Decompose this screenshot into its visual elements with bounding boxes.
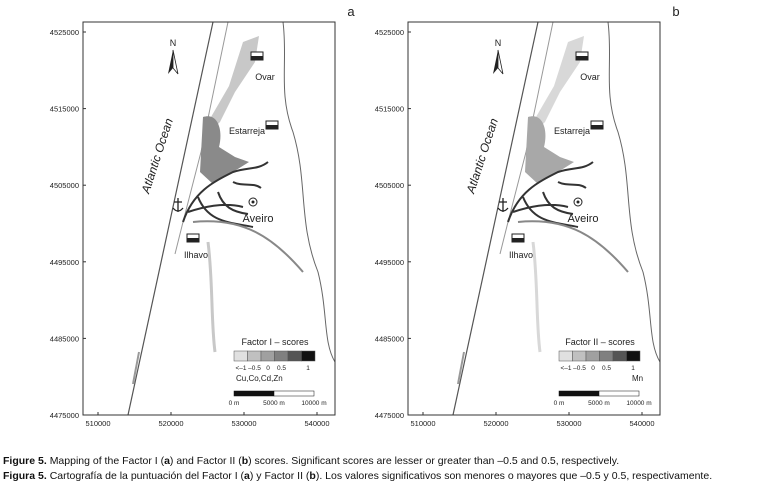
- ocean-label: Atlantic Ocean: [138, 116, 176, 196]
- scale-label: 10000 m: [301, 400, 326, 407]
- legend-tick-label: 0: [591, 365, 595, 372]
- scale-bar: [233, 390, 275, 397]
- scale-bar: [558, 390, 600, 397]
- place-label: Aveiro: [568, 213, 599, 225]
- caption-text: Mapping of the Factor I (: [49, 455, 165, 467]
- caption-text: ) y Factor II (: [249, 470, 310, 482]
- scale-bar: [273, 390, 315, 397]
- map-panel: a 4525000 4515000 4505000 4495000 4485000 4475…: [50, 4, 356, 428]
- legend-title: Factor I – scores: [241, 337, 309, 347]
- legend-tick-label: 0.5: [602, 365, 611, 372]
- caption-text: Cartografía de la puntuación del Factor …: [49, 470, 245, 482]
- caption-text: b: [241, 455, 249, 467]
- x-tick-label: 520000: [158, 419, 183, 428]
- caption-text: ). Los valores significativos son menore…: [315, 470, 713, 482]
- legend-swatch: [301, 350, 316, 362]
- place-label: Estarreja: [229, 126, 265, 136]
- frame: [82, 21, 336, 416]
- north-label: N: [170, 38, 177, 48]
- x-tick-label: 510000: [410, 419, 435, 428]
- scale-label: 0 m: [554, 400, 565, 407]
- scale-label: 0 m: [229, 400, 240, 407]
- caption-text: a: [164, 455, 170, 467]
- scale-label: 5000 m: [588, 400, 610, 407]
- legend-variables: Cu,Co,Cd,Zn: [236, 374, 283, 383]
- ocean-label: Atlantic Ocean: [463, 116, 501, 196]
- place-label: Ovar: [255, 72, 275, 82]
- place-label: Aveiro: [243, 213, 274, 225]
- place-label: Estarreja: [554, 126, 590, 136]
- legend-swatch: [612, 350, 627, 362]
- legend-swatch: [626, 350, 641, 362]
- y-tick-label: 4525000: [375, 28, 404, 37]
- y-tick-label: 4505000: [50, 181, 79, 190]
- panel-label: b: [672, 4, 679, 19]
- legend-tick-label: –0.5: [248, 365, 261, 372]
- panel-label: a: [347, 4, 355, 19]
- legend-swatch: [274, 350, 289, 362]
- caption-es: Figura 5. Cartografía de la puntuación d…: [3, 470, 712, 482]
- legend-variables: Mn: [632, 374, 643, 383]
- legend-swatch: [558, 350, 573, 362]
- legend-tick-label: <–1: [235, 365, 246, 372]
- x-tick-label: 510000: [85, 419, 110, 428]
- scale-label: 5000 m: [263, 400, 285, 407]
- legend-tick-label: 1: [631, 365, 635, 372]
- figure: a 4525000 4515000 4505000 4495000 4485000 4475…: [50, 4, 680, 428]
- legend-tick-label: 0: [266, 365, 270, 372]
- legend-tick-label: <–1: [560, 365, 571, 372]
- legend-swatch: [233, 350, 248, 362]
- map-panel: b 4525000 4515000 4505000 4495000 4485000 4475…: [375, 4, 680, 428]
- north-label: N: [495, 38, 502, 48]
- y-tick-label: 4475000: [375, 411, 404, 420]
- caption-text: a: [244, 470, 250, 482]
- y-tick-label: 4495000: [50, 258, 79, 267]
- y-tick-label: 4505000: [375, 181, 404, 190]
- legend-swatch: [572, 350, 587, 362]
- x-tick-label: 540000: [304, 419, 329, 428]
- legend-swatch: [287, 350, 302, 362]
- legend-tick-label: 1: [306, 365, 310, 372]
- legend-tick-label: 0.5: [277, 365, 286, 372]
- caption-label: Figure 5.: [3, 455, 47, 467]
- y-tick-label: 4495000: [375, 258, 404, 267]
- legend-title: Factor II – scores: [565, 337, 635, 347]
- y-tick-label: 4485000: [375, 334, 404, 343]
- caption-text: b: [309, 470, 316, 482]
- scale-label: 10000 m: [626, 400, 651, 407]
- frame: [407, 21, 661, 416]
- place-label: Ilhavo: [184, 250, 208, 260]
- place-label: Ilhavo: [509, 250, 533, 260]
- y-tick-label: 4515000: [375, 105, 404, 114]
- x-tick-label: 520000: [483, 419, 508, 428]
- y-tick-label: 4475000: [50, 411, 79, 420]
- legend-swatch: [585, 350, 600, 362]
- scale-bar: [598, 390, 640, 397]
- legend-swatch: [599, 350, 614, 362]
- caption-text: ) scores. Significant scores are lesser …: [248, 455, 620, 467]
- legend-swatch: [247, 350, 262, 362]
- legend-tick-label: –0.5: [573, 365, 586, 372]
- caption-text: ) and Factor II (: [169, 455, 242, 467]
- x-tick-label: 530000: [231, 419, 256, 428]
- x-tick-label: 530000: [556, 419, 581, 428]
- place-label: Ovar: [580, 72, 600, 82]
- legend-swatch: [260, 350, 275, 362]
- y-tick-label: 4525000: [50, 28, 79, 37]
- y-tick-label: 4485000: [50, 334, 79, 343]
- y-tick-label: 4515000: [50, 105, 79, 114]
- caption-en: Figure 5. Mapping of the Factor I (a) an…: [3, 455, 619, 467]
- caption-label: Figura 5.: [3, 470, 47, 482]
- x-tick-label: 540000: [629, 419, 654, 428]
